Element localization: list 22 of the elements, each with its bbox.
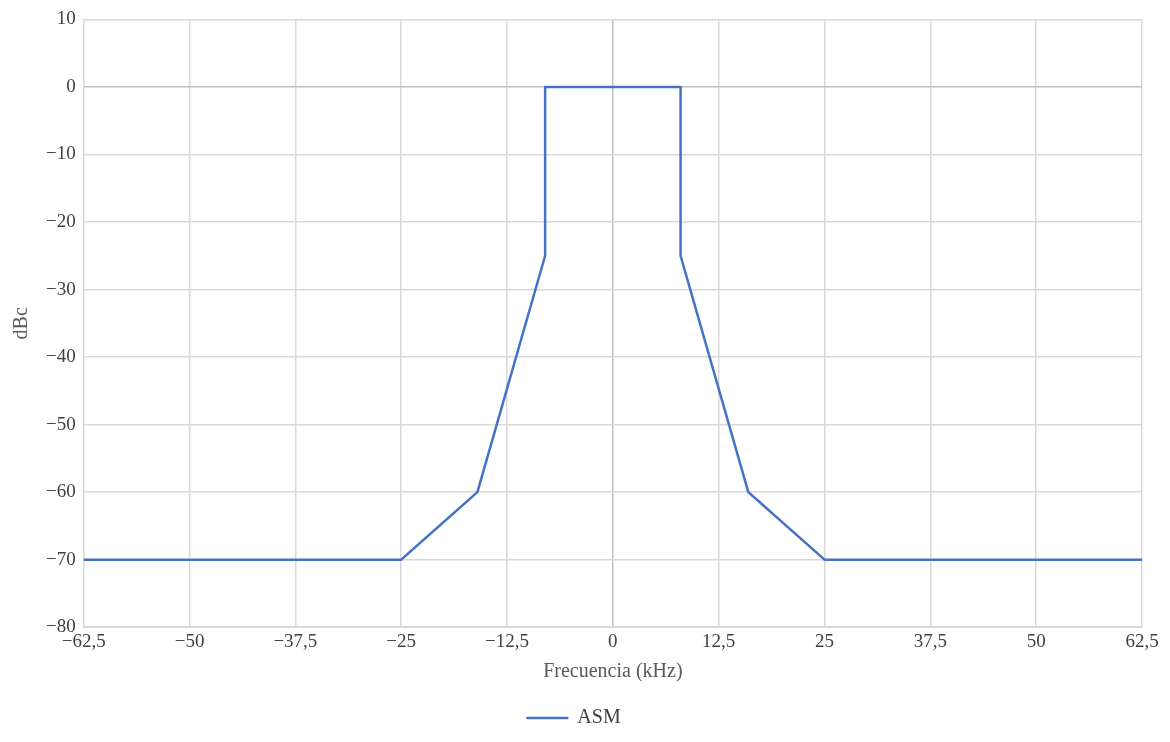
x-tick-label: −25 xyxy=(386,629,417,651)
y-tick-label: −60 xyxy=(46,480,76,502)
y-tick-label: 10 xyxy=(56,7,76,29)
x-tick-label: −37,5 xyxy=(273,629,318,651)
y-tick-label: −20 xyxy=(46,209,76,231)
y-tick-label: −10 xyxy=(46,142,76,164)
x-axis-title: Frecuencia (kHz) xyxy=(543,659,683,683)
y-axis-title: dBc xyxy=(9,307,32,340)
y-tick-label: −30 xyxy=(46,277,76,299)
legend-label: ASM xyxy=(577,705,621,728)
x-tick-label: 25 xyxy=(815,629,835,651)
x-tick-label: 0 xyxy=(608,629,618,651)
x-tick-label: 62,5 xyxy=(1125,629,1159,651)
y-tick-label: −70 xyxy=(46,547,76,569)
y-tick-label: −50 xyxy=(46,412,76,434)
x-tick-label: 12,5 xyxy=(702,629,736,651)
x-tick-label: 37,5 xyxy=(913,629,947,651)
x-tick-label: −12,5 xyxy=(485,629,530,651)
y-tick-label: −40 xyxy=(46,345,76,367)
y-tick-label: 0 xyxy=(66,74,76,96)
x-tick-label: −50 xyxy=(174,629,205,651)
x-tick-label: 50 xyxy=(1026,629,1046,651)
